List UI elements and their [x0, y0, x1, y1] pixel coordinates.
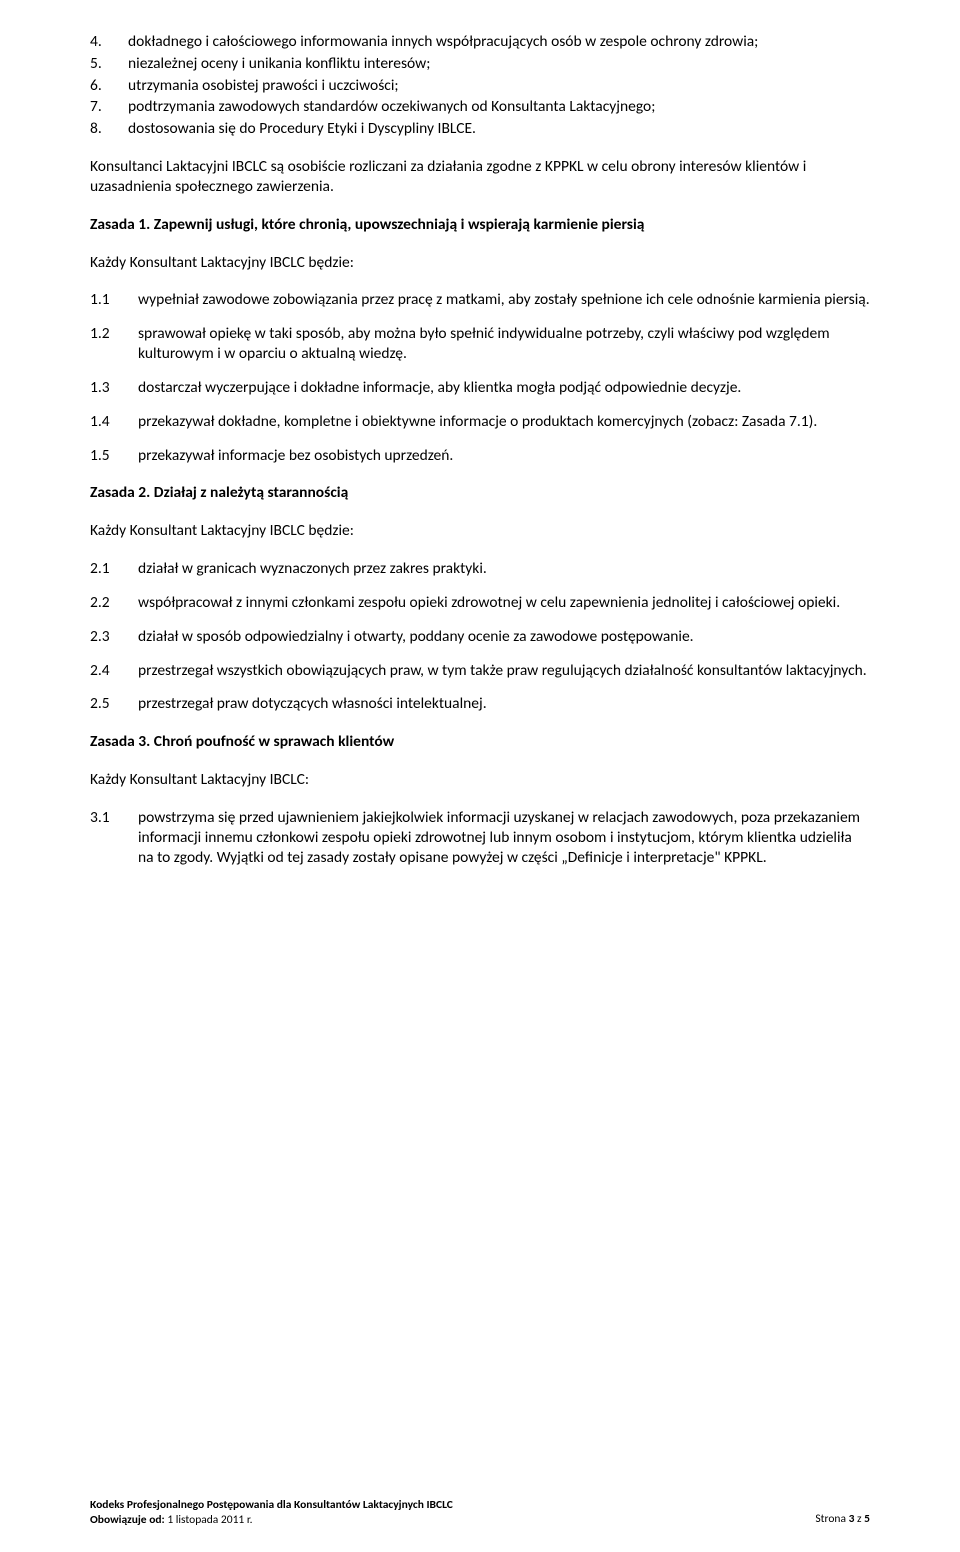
item-text: przestrzegał wszystkich obowiązujących p…: [138, 661, 870, 681]
item-text: podtrzymania zawodowych standardów oczek…: [128, 97, 870, 117]
footer-page: Strona 3 z 5: [815, 1512, 870, 1527]
list-item: 2.5 przestrzegał praw dotyczących własno…: [90, 694, 870, 714]
item-text: dostosowania się do Procedury Etyki i Dy…: [128, 119, 870, 139]
list-item: 8. dostosowania się do Procedury Etyki i…: [90, 119, 870, 139]
item-text: przestrzegał praw dotyczących własności …: [138, 694, 870, 714]
paragraph: Konsultanci Laktacyjni IBCLC są osobiści…: [90, 157, 870, 197]
item-number: 7.: [90, 97, 128, 117]
item-text: utrzymania osobistej prawości i uczciwoś…: [128, 76, 870, 96]
item-number: 2.3: [90, 627, 138, 647]
list-item: 2.3 działał w sposób odpowiedzialny i ot…: [90, 627, 870, 647]
list-item: 1.3 dostarczał wyczerpujące i dokładne i…: [90, 378, 870, 398]
item-number: 1.2: [90, 324, 138, 364]
item-number: 4.: [90, 32, 128, 52]
zasada-3-list: 3.1 powstrzyma się przed ujawnieniem jak…: [90, 808, 870, 867]
item-number: 2.2: [90, 593, 138, 613]
item-number: 3.1: [90, 808, 138, 867]
list-item: 4. dokładnego i całościowego informowani…: [90, 32, 870, 52]
footer-page-total: 5: [864, 1512, 870, 1526]
item-text: dostarczał wyczerpujące i dokładne infor…: [138, 378, 870, 398]
item-number: 2.4: [90, 661, 138, 681]
zasada-3-intro: Każdy Konsultant Laktacyjny IBCLC:: [90, 770, 870, 790]
list-item: 1.1 wypełniał zawodowe zobowiązania prze…: [90, 290, 870, 310]
list-item: 5. niezależnej oceny i unikania konflikt…: [90, 54, 870, 74]
footer-date: Obowiązuje od: 1 listopada 2011 r.: [90, 1513, 453, 1527]
footer-date-value: 1 listopada 2011 r.: [167, 1513, 252, 1527]
zasada-2-intro: Każdy Konsultant Laktacyjny IBCLC będzie…: [90, 521, 870, 541]
item-text: działał w granicach wyznaczonych przez z…: [138, 559, 870, 579]
list-item: 3.1 powstrzyma się przed ujawnieniem jak…: [90, 808, 870, 867]
item-number: 1.5: [90, 446, 138, 466]
zasada-2-title: Zasada 2. Działaj z należytą staranności…: [90, 483, 870, 503]
item-text: powstrzyma się przed ujawnieniem jakiejk…: [138, 808, 870, 867]
top-numbered-list: 4. dokładnego i całościowego informowani…: [90, 32, 870, 139]
item-text: działał w sposób odpowiedzialny i otwart…: [138, 627, 870, 647]
list-item: 6. utrzymania osobistej prawości i uczci…: [90, 76, 870, 96]
zasada-2-list: 2.1 działał w granicach wyznaczonych prz…: [90, 559, 870, 714]
item-text: sprawował opiekę w taki sposób, aby możn…: [138, 324, 870, 364]
item-number: 6.: [90, 76, 128, 96]
footer-left: Kodeks Profesjonalnego Postępowania dla …: [90, 1498, 453, 1527]
item-number: 8.: [90, 119, 128, 139]
footer-title: Kodeks Profesjonalnego Postępowania dla …: [90, 1498, 453, 1512]
list-item: 1.2 sprawował opiekę w taki sposób, aby …: [90, 324, 870, 364]
footer-date-label: Obowiązuje od:: [90, 1513, 165, 1527]
zasada-1-title: Zasada 1. Zapewnij usługi, które chronią…: [90, 215, 870, 235]
item-text: niezależnej oceny i unikania konfliktu i…: [128, 54, 870, 74]
list-item: 2.2 współpracował z innymi członkami zes…: [90, 593, 870, 613]
page-footer: Kodeks Profesjonalnego Postępowania dla …: [90, 1498, 870, 1527]
list-item: 7. podtrzymania zawodowych standardów oc…: [90, 97, 870, 117]
item-number: 1.1: [90, 290, 138, 310]
item-number: 2.5: [90, 694, 138, 714]
footer-page-sep: z: [854, 1512, 864, 1526]
item-number: 5.: [90, 54, 128, 74]
list-item: 1.4 przekazywał dokładne, kompletne i ob…: [90, 412, 870, 432]
item-text: przekazywał dokładne, kompletne i obiekt…: [138, 412, 870, 432]
item-text: współpracował z innymi członkami zespołu…: [138, 593, 870, 613]
zasada-1-intro: Każdy Konsultant Laktacyjny IBCLC będzie…: [90, 253, 870, 273]
list-item: 1.5 przekazywał informacje bez osobistyc…: [90, 446, 870, 466]
item-number: 1.3: [90, 378, 138, 398]
list-item: 2.1 działał w granicach wyznaczonych prz…: [90, 559, 870, 579]
item-text: dokładnego i całościowego informowania i…: [128, 32, 870, 52]
item-number: 2.1: [90, 559, 138, 579]
zasada-1-list: 1.1 wypełniał zawodowe zobowiązania prze…: [90, 290, 870, 465]
item-number: 1.4: [90, 412, 138, 432]
zasada-3-title: Zasada 3. Chroń poufność w sprawach klie…: [90, 732, 870, 752]
item-text: wypełniał zawodowe zobowiązania przez pr…: [138, 290, 870, 310]
list-item: 2.4 przestrzegał wszystkich obowiązujący…: [90, 661, 870, 681]
item-text: przekazywał informacje bez osobistych up…: [138, 446, 870, 466]
footer-page-prefix: Strona: [815, 1512, 848, 1526]
